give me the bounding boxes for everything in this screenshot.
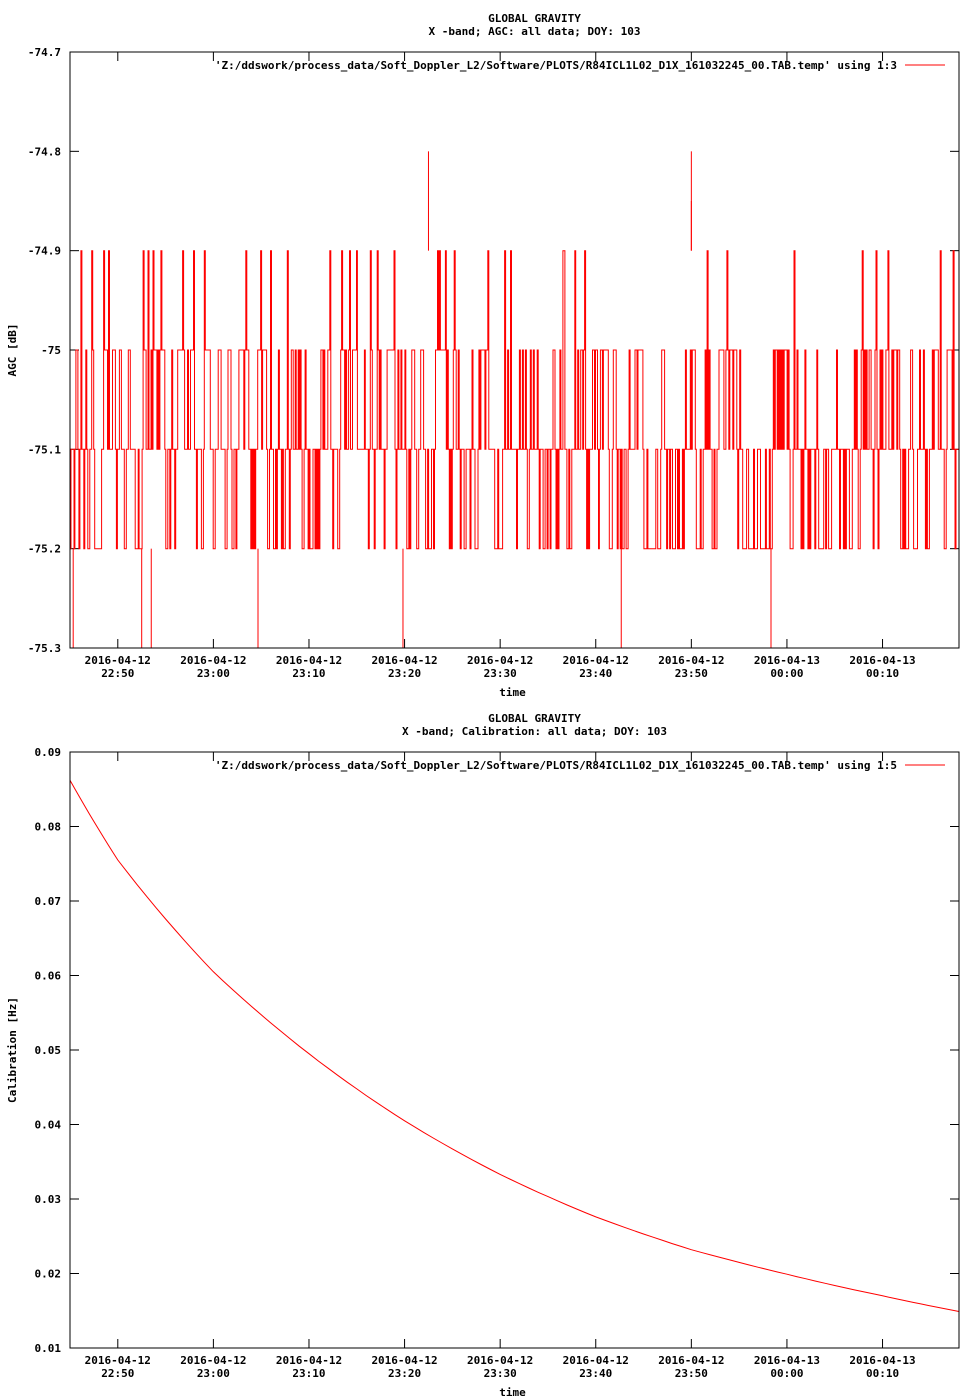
y-tick-label: 0.09 [35, 746, 62, 759]
x-tick-date: 2016-04-12 [276, 654, 342, 667]
x-tick-time: 23:50 [675, 1367, 708, 1380]
x-tick-time: 23:40 [579, 1367, 612, 1380]
x-tick-date: 2016-04-12 [658, 654, 724, 667]
y-tick-label: 0.02 [35, 1268, 62, 1281]
x-axis-label: time [499, 686, 526, 699]
y-tick-label: 0.07 [35, 895, 62, 908]
x-tick-date: 2016-04-12 [180, 1354, 246, 1367]
x-tick-time: 22:50 [101, 1367, 134, 1380]
y-tick-label: -75.1 [28, 443, 61, 456]
y-tick-label: 0.04 [35, 1119, 62, 1132]
y-tick-label: -75.2 [28, 543, 61, 556]
x-tick-date: 2016-04-13 [754, 1354, 820, 1367]
chart-subtitle: X -band; AGC: all data; DOY: 103 [429, 25, 641, 38]
y-tick-label: 0.06 [35, 970, 62, 983]
legend: 'Z:/ddswork/process_data/Soft_Doppler_L2… [215, 59, 945, 72]
y-axis-label: Calibration [Hz] [6, 997, 19, 1103]
x-tick-date: 2016-04-12 [85, 1354, 151, 1367]
chart-title: GLOBAL GRAVITY [488, 12, 581, 25]
x-tick-date: 2016-04-12 [658, 1354, 724, 1367]
chart-title: GLOBAL GRAVITY [488, 712, 581, 725]
y-axis-label: AGC [dB] [6, 324, 19, 377]
x-tick-date: 2016-04-12 [85, 654, 151, 667]
x-tick-time: 23:30 [484, 667, 517, 680]
y-tick-label: -75.3 [28, 642, 61, 655]
x-tick-date: 2016-04-12 [276, 1354, 342, 1367]
x-tick-date: 2016-04-12 [371, 1354, 437, 1367]
x-tick-date: 2016-04-13 [849, 1354, 915, 1367]
x-axis-label: time [499, 1386, 526, 1399]
legend-label: 'Z:/ddswork/process_data/Soft_Doppler_L2… [215, 59, 897, 72]
x-tick-time: 00:00 [770, 667, 803, 680]
x-tick-time: 23:00 [197, 1367, 230, 1380]
x-tick-time: 23:10 [292, 667, 325, 680]
y-tick-label: 0.05 [35, 1044, 62, 1057]
y-tick-label: -74.7 [28, 46, 61, 59]
plot-frame [69, 751, 960, 1349]
legend-label: 'Z:/ddswork/process_data/Soft_Doppler_L2… [215, 759, 897, 772]
y-tick-label: 0.08 [35, 821, 62, 834]
legend: 'Z:/ddswork/process_data/Soft_Doppler_L2… [215, 759, 945, 772]
y-tick-label: 0.03 [35, 1193, 62, 1206]
x-tick-date: 2016-04-12 [563, 1354, 629, 1367]
x-tick-date: 2016-04-13 [849, 654, 915, 667]
plot-frame [69, 51, 960, 649]
x-tick-time: 23:50 [675, 667, 708, 680]
x-tick-time: 23:40 [579, 667, 612, 680]
x-tick-date: 2016-04-12 [467, 654, 533, 667]
series [70, 151, 959, 648]
x-tick-time: 23:30 [484, 1367, 517, 1380]
chart-subtitle: X -band; Calibration: all data; DOY: 103 [402, 725, 667, 738]
x-tick-date: 2016-04-12 [563, 654, 629, 667]
x-tick-time: 23:20 [388, 667, 421, 680]
x-tick-time: 23:10 [292, 1367, 325, 1380]
x-tick-time: 00:10 [866, 1367, 899, 1380]
x-tick-time: 23:00 [197, 667, 230, 680]
x-tick-date: 2016-04-12 [371, 654, 437, 667]
y-tick-label: -74.9 [28, 245, 61, 258]
x-tick-time: 00:00 [770, 1367, 803, 1380]
y-tick-label: -75 [41, 344, 61, 357]
y-tick-label: -74.8 [28, 145, 61, 158]
y-tick-label: 0.01 [35, 1342, 62, 1355]
x-tick-time: 00:10 [866, 667, 899, 680]
x-tick-date: 2016-04-13 [754, 654, 820, 667]
x-tick-time: 22:50 [101, 667, 134, 680]
x-tick-date: 2016-04-12 [467, 1354, 533, 1367]
series-line [70, 250, 959, 550]
series [69, 780, 960, 1312]
x-tick-date: 2016-04-12 [180, 654, 246, 667]
x-tick-time: 23:20 [388, 1367, 421, 1380]
series-line [69, 780, 960, 1312]
